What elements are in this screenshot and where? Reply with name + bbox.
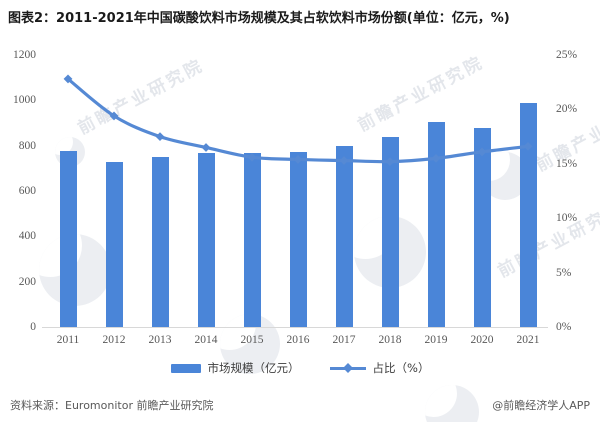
data-point-diamond-2020: [477, 147, 487, 157]
y-axis-tick-left: 1000: [13, 94, 36, 107]
y-axis-tick-right: 20%: [556, 103, 578, 116]
data-point-diamond-2012: [109, 111, 119, 121]
legend-bar-swatch-icon: [170, 363, 201, 373]
x-axis-label-2019: 2019: [424, 334, 448, 346]
data-point-diamond-2018: [385, 157, 395, 167]
legend-line-label: 占比（%）: [372, 361, 430, 375]
x-axis-label-2012: 2012: [102, 334, 126, 346]
data-point-diamond-2019: [431, 153, 441, 163]
source-text: 资料来源：Euromonitor 前瞻产业研究院: [10, 399, 214, 412]
legend-diamond-marker-icon: [342, 363, 353, 373]
data-point-diamond-2013: [155, 132, 165, 141]
x-axis-label-2015: 2015: [240, 334, 264, 346]
y-axis-tick-left: 800: [18, 139, 36, 152]
data-point-diamond-2021: [523, 141, 533, 151]
bar-2014: [197, 152, 215, 327]
y-axis-tick-left: 1200: [13, 49, 36, 61]
bar-2013: [151, 157, 169, 327]
legend-bar-label: 市场规模（亿元）: [207, 361, 300, 375]
y-axis-tick-left: 600: [18, 185, 36, 197]
y-axis-tick-left: 200: [18, 275, 36, 288]
x-axis-label-2014: 2014: [194, 334, 218, 346]
bar-2016: [289, 152, 307, 327]
chart-legend: 市场规模（亿元） 占比（%）: [0, 360, 600, 376]
y-axis-tick-right: 5%: [556, 266, 572, 279]
chart-footer: 资料来源：Euromonitor 前瞻产业研究院 @前瞻经济学人APP: [10, 397, 590, 413]
legend-item-market-size: 市场规模（亿元）: [170, 360, 300, 376]
data-point-diamond-2015: [247, 152, 257, 162]
trend-line: [66, 77, 529, 164]
x-axis-label-2021: 2021: [516, 334, 540, 346]
x-axis-label-2013: 2013: [148, 334, 172, 346]
y-axis-tick-left: 400: [18, 230, 36, 243]
x-axis-label-2016: 2016: [286, 334, 310, 346]
x-axis-label-2020: 2020: [470, 334, 494, 346]
x-axis-label-2017: 2017: [332, 334, 356, 346]
legend-item-share: 占比（%）: [329, 360, 430, 376]
bar-2017: [335, 146, 353, 327]
x-axis-label-2011: 2011: [56, 334, 80, 346]
x-axis-label-2018: 2018: [378, 334, 402, 346]
legend-line-swatch-icon: [329, 363, 366, 373]
data-point-diamond-2011: [63, 74, 73, 84]
y-axis-tick-left: 0: [30, 321, 36, 333]
bar-2019: [427, 121, 445, 327]
data-point-diamond-2014: [201, 143, 211, 152]
y-axis-tick-right: 0%: [556, 321, 572, 333]
chart-title: 图表2：2011-2021年中国碳酸饮料市场规模及其占软饮料市场份额(单位：亿元…: [8, 11, 510, 26]
x-axis-line: [42, 327, 548, 328]
y-axis-tick-right: 15%: [556, 157, 578, 170]
data-point-diamond-2016: [293, 155, 303, 164]
credit-text: @前瞻经济学人APP: [492, 399, 590, 412]
y-axis-tick-right: 25%: [556, 49, 578, 61]
y-axis-tick-right: 10%: [556, 212, 578, 225]
bar-2015: [243, 153, 261, 327]
data-point-diamond-2017: [339, 156, 349, 165]
